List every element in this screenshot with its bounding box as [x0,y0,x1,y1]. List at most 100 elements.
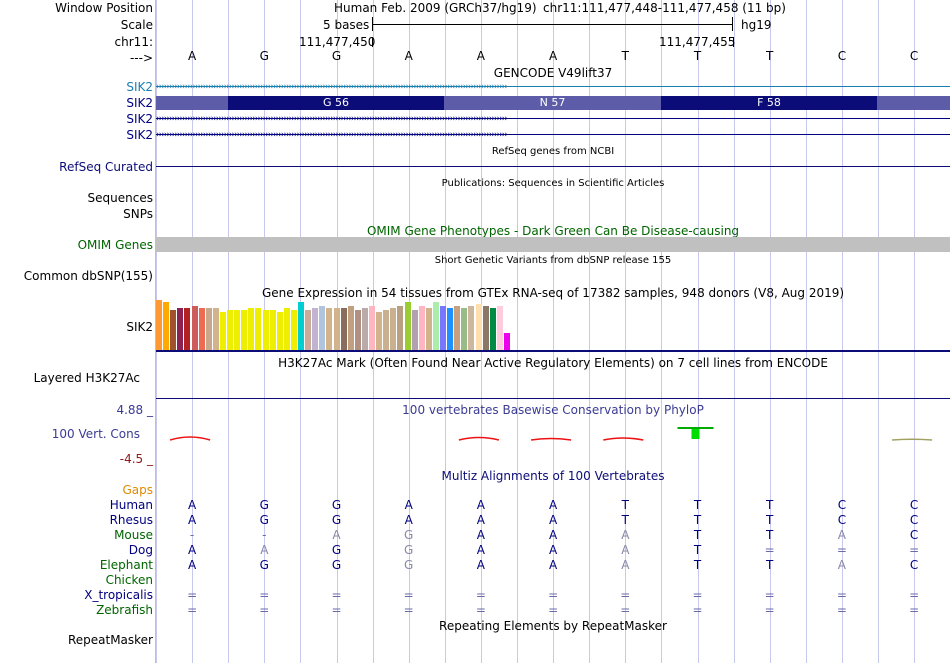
gtex-tissue-bar[interactable] [262,310,269,350]
gtex-tissue-bar[interactable] [496,306,503,350]
alignment-base: T [693,498,702,512]
gridline [661,0,662,663]
species-label[interactable]: Zebrafish [96,603,153,617]
gencode-transcript-1[interactable]: ››››››››››››››››››››››››››››››››››››››››… [156,80,950,94]
gtex-tissue-bar[interactable] [489,308,496,350]
gtex-tissue-bar[interactable] [269,310,276,350]
gtex-tissue-bar[interactable] [177,308,184,350]
gtex-tissue-bar[interactable] [205,308,212,350]
gtex-tissue-bar[interactable] [276,312,283,350]
gtex-tissue-bar[interactable] [255,308,262,350]
gridline [878,0,879,663]
gtex-tissue-bar[interactable] [347,306,354,350]
gencode-label-1[interactable]: SIK2 [126,80,153,94]
gtex-tissue-bar[interactable] [418,306,425,350]
gtex-tissue-bar[interactable] [383,310,390,350]
gtex-tissue-bar[interactable] [454,306,461,350]
publications-snps-label[interactable]: SNPs [123,207,153,221]
alignment-base: = [548,588,559,602]
gencode-label-3[interactable]: SIK2 [126,112,153,126]
refseq-label[interactable]: RefSeq Curated [59,160,153,174]
gtex-tissue-bar[interactable] [369,306,375,350]
gtex-tissue-bar[interactable] [361,308,368,350]
gtex-tissue-bar[interactable] [390,308,397,350]
dbsnp-label[interactable]: Common dbSNP(155) [23,269,153,283]
gtex-tissue-bar[interactable] [354,310,361,350]
repeatmasker-label[interactable]: RepeatMasker [67,633,153,647]
omim-gene-bar[interactable] [156,237,950,252]
refseq-gene-line[interactable] [156,166,950,167]
gtex-tissue-bar[interactable] [503,333,510,350]
species-label[interactable]: X_tropicalis [84,588,153,602]
gtex-tissue-bar[interactable] [333,308,340,350]
alignment-base: A [404,513,413,527]
alignment-base: = [909,603,920,617]
gtex-tissue-bar[interactable] [283,308,290,350]
gtex-tissue-bar[interactable] [248,308,255,350]
species-label[interactable]: Rhesus [109,513,153,527]
gtex-tissue-bar[interactable] [326,308,333,350]
alignment-base: A [187,498,197,512]
h3k27ac-label[interactable]: Layered H3K27Ac [33,371,140,385]
gtex-tissue-bar[interactable] [397,306,404,350]
species-label[interactable]: Chicken [105,573,153,587]
conservation-title: 100 vertebrates Basewise Conservation by… [402,403,704,417]
gtex-tissue-bar[interactable] [241,310,248,350]
gtex-tissue-bar[interactable] [468,306,475,350]
gtex-tissue-bar[interactable] [447,308,454,350]
coordinate-right: 111,477,455 [659,35,736,49]
species-label[interactable]: Elephant [99,558,153,572]
genome-browser-image[interactable]: Human Feb. 2009 (GRCh37/hg19) chr11:111,… [156,0,950,663]
species-label[interactable]: Human [109,498,153,512]
alignment-base: C [909,498,919,512]
gtex-tissue-bar[interactable] [227,310,233,350]
gtex-tissue-bar[interactable] [376,312,383,350]
gencode-transcript-4[interactable]: ››››››››››››››››››››››››››››››››››››››››… [156,128,950,142]
species-label[interactable]: Dog [128,543,153,557]
gtex-tissue-bar[interactable] [461,308,468,350]
gtex-tissue-bar[interactable] [219,312,226,350]
gtex-tissue-bar[interactable] [319,306,326,350]
gtex-tissue-bar[interactable] [305,310,312,350]
chrom-label: chr11: [114,35,153,49]
gridline [698,0,699,663]
gtex-tissue-bar[interactable] [170,310,177,350]
gtex-label[interactable]: SIK2 [126,320,153,334]
sequence-base: G [331,49,342,63]
alignment-base: G [331,543,342,557]
refseq-title: RefSeq genes from NCBI [491,146,615,157]
gtex-bar-chart[interactable] [156,298,536,350]
gtex-tissue-bar[interactable] [184,308,191,350]
gtex-tissue-bar[interactable] [432,302,439,350]
sequence-base: T [693,49,702,63]
conservation-curve [892,438,933,441]
gtex-tissue-bar[interactable] [475,304,482,350]
gtex-tissue-bar[interactable] [298,302,304,350]
gencode-transcript-2[interactable]: G 56 N 57 F 58 [156,96,950,110]
gtex-tissue-bar[interactable] [312,308,319,350]
species-label[interactable]: Mouse [114,528,153,542]
gtex-tissue-bar[interactable] [191,306,198,350]
conservation-label[interactable]: 100 Vert. Cons [51,427,140,441]
gtex-tissue-bar[interactable] [340,308,347,350]
gencode-label-4[interactable]: SIK2 [126,128,153,142]
codon-exon-3: F 58 [661,96,877,110]
gencode-label-2[interactable]: SIK2 [126,96,153,110]
gtex-tissue-bar[interactable] [198,308,205,350]
conservation-plot[interactable] [156,418,950,468]
publications-sequences-label[interactable]: Sequences [87,191,153,205]
gtex-tissue-bar[interactable] [425,308,432,350]
omim-label[interactable]: OMIM Genes [77,238,153,252]
gtex-tissue-bar[interactable] [404,302,411,350]
gtex-tissue-bar[interactable] [212,308,219,350]
gtex-tissue-bar[interactable] [440,306,446,350]
gtex-tissue-bar[interactable] [411,310,418,350]
gencode-transcript-3[interactable]: ››››››››››››››››››››››››››››››››››››››››… [156,112,950,126]
intron-line [156,134,950,135]
gtex-tissue-bar[interactable] [234,310,241,350]
gtex-tissue-bar[interactable] [156,300,162,350]
alignment-base: T [766,513,774,527]
gtex-tissue-bar[interactable] [290,310,297,350]
gtex-tissue-bar[interactable] [482,306,489,350]
gtex-tissue-bar[interactable] [163,302,170,350]
